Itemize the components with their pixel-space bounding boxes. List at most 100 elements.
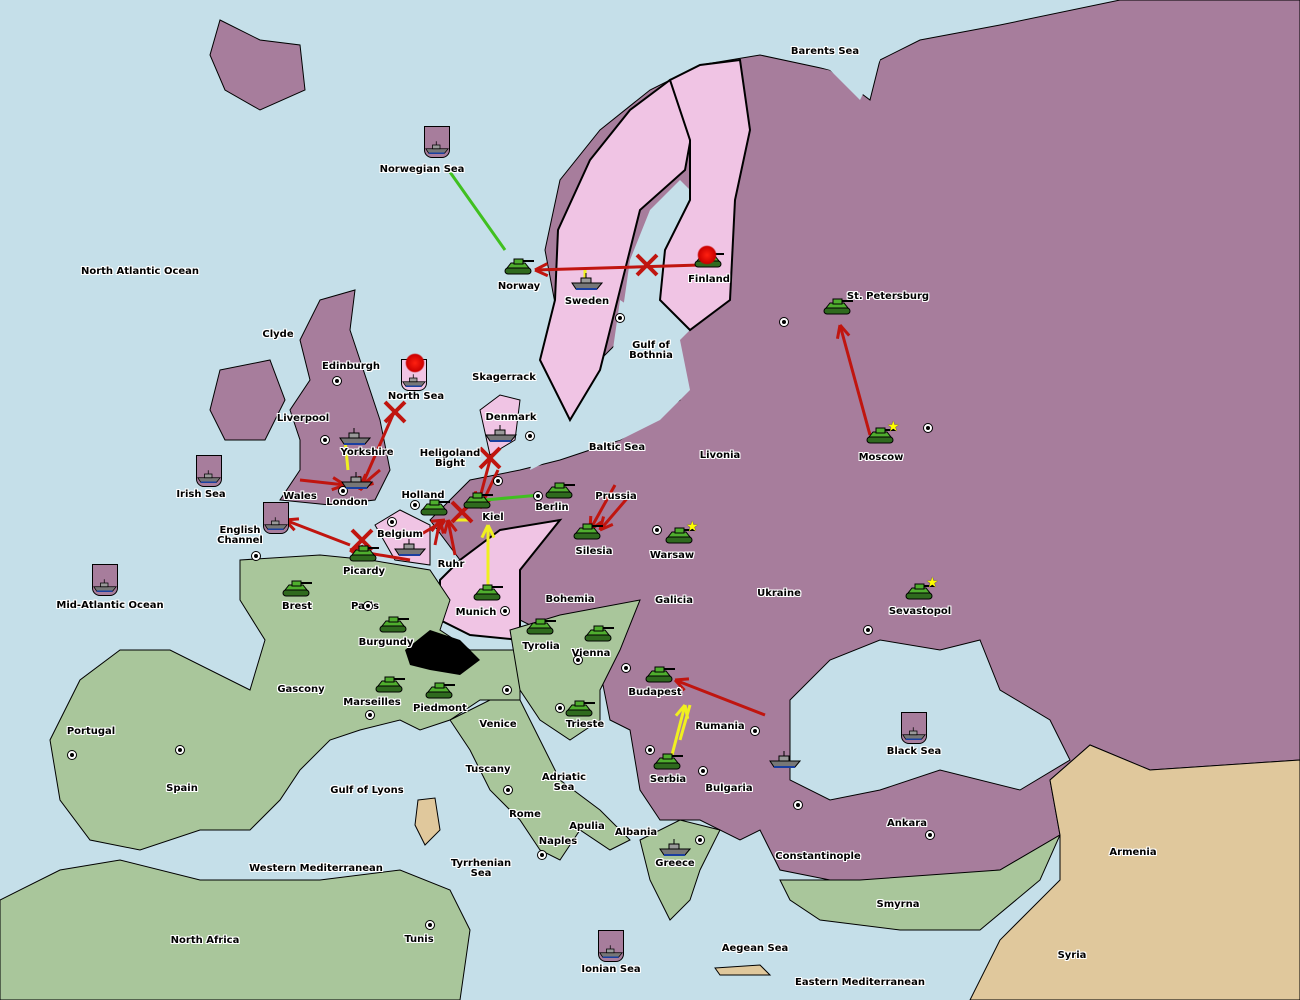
fleet-unit-black-sea[interactable] <box>901 712 927 744</box>
region-label[interactable]: Ankara <box>887 818 927 829</box>
army-unit-picardy[interactable] <box>348 545 380 567</box>
region-label[interactable]: Holland <box>401 490 445 501</box>
region-label[interactable]: Eastern Mediterranean <box>795 977 925 988</box>
region-label[interactable]: Burgundy <box>358 637 414 648</box>
region-label[interactable]: Piedmont <box>413 703 467 714</box>
army-unit-silesia[interactable] <box>572 523 604 545</box>
region-label[interactable]: Smyrna <box>876 899 920 910</box>
region-label[interactable]: Wales <box>283 491 317 502</box>
army-unit-budapest[interactable] <box>644 666 676 688</box>
army-unit-norway[interactable] <box>503 258 535 280</box>
region-label[interactable]: Tyrolia <box>522 641 560 652</box>
region-label[interactable]: Berlin <box>535 502 569 513</box>
region-label[interactable]: Skagerrack <box>472 372 536 383</box>
army-unit-piedmont[interactable] <box>424 682 456 704</box>
region-label[interactable]: Mid-Atlantic Ocean <box>56 600 164 611</box>
region-label[interactable]: Apulia <box>569 821 605 832</box>
fleet-unit-ionian-sea[interactable] <box>598 930 624 962</box>
region-label[interactable]: Norway <box>497 281 541 292</box>
region-label[interactable]: Bohemia <box>545 594 595 605</box>
region-label[interactable]: Munich <box>455 607 497 618</box>
region-label[interactable]: Ruhr <box>437 559 465 570</box>
fleet-unit-yorkshire[interactable] <box>339 428 372 450</box>
region-label[interactable]: Portugal <box>66 726 116 737</box>
region-label[interactable]: Kiel <box>482 512 504 523</box>
region-label[interactable]: Aegean Sea <box>721 943 789 954</box>
army-unit-berlin[interactable] <box>544 482 576 504</box>
fleet-unit-sweden[interactable] <box>571 273 604 295</box>
region-label[interactable]: Serbia <box>649 774 687 785</box>
region-label[interactable]: North Africa <box>170 935 240 946</box>
region-label[interactable]: Venice <box>479 719 517 730</box>
region-label[interactable]: Rumania <box>695 721 745 732</box>
army-unit-serbia[interactable] <box>652 753 684 775</box>
region-label[interactable]: Albania <box>614 827 658 838</box>
region-label[interactable]: Bulgaria <box>705 783 753 794</box>
fleet-unit-greece[interactable] <box>659 839 692 861</box>
fleet-unit-north-sea[interactable] <box>401 353 427 391</box>
army-unit-trieste[interactable] <box>564 700 596 722</box>
region-label[interactable]: Belgium <box>377 529 423 540</box>
fleet-unit-mid-atlantic-ocean[interactable] <box>92 564 118 596</box>
region-label[interactable]: Denmark <box>485 412 537 423</box>
region-label[interactable]: Marseilles <box>343 697 401 708</box>
fleet-unit-belgium[interactable] <box>394 539 427 561</box>
region-label[interactable]: Syria <box>1057 950 1087 961</box>
region-label[interactable]: Gulf of Bothnia <box>629 340 673 361</box>
region-label[interactable]: Adriatic Sea <box>541 772 587 793</box>
army-unit-kiel[interactable] <box>462 492 494 514</box>
region-label[interactable]: Livonia <box>699 450 741 461</box>
region-label[interactable]: Naples <box>538 836 578 847</box>
army-unit-tyrolia[interactable] <box>525 618 557 640</box>
region-label[interactable]: Constantinople <box>775 851 861 862</box>
region-label[interactable]: Ukraine <box>757 588 801 599</box>
region-label[interactable]: Silesia <box>575 546 613 557</box>
region-label[interactable]: Norwegian Sea <box>379 164 465 175</box>
region-label[interactable]: Black Sea <box>886 746 942 757</box>
army-unit-holland[interactable] <box>419 499 451 521</box>
army-unit-vienna[interactable] <box>583 625 615 647</box>
region-label[interactable]: Tyrrhenian Sea <box>450 858 512 879</box>
region-label[interactable]: Gulf of Lyons <box>330 785 404 796</box>
army-unit-warsaw[interactable]: ★ <box>664 519 699 549</box>
region-label[interactable]: Edinburgh <box>321 361 381 372</box>
region-label[interactable]: Sweden <box>564 296 610 307</box>
fleet-unit-irish-sea[interactable] <box>196 455 222 487</box>
region-label[interactable]: Rome <box>509 809 541 820</box>
army-unit-sevastopol[interactable]: ★ <box>904 575 939 605</box>
region-label[interactable]: Picardy <box>342 566 386 577</box>
army-unit-brest[interactable] <box>281 580 313 602</box>
fleet-unit-london[interactable] <box>341 472 374 494</box>
army-unit-moscow[interactable]: ★ <box>865 419 900 449</box>
region-label[interactable]: Sevastopol <box>888 606 952 617</box>
region-label[interactable]: Moscow <box>858 452 904 463</box>
region-label[interactable]: Tuscany <box>465 764 511 775</box>
region-label[interactable]: Budapest <box>628 687 682 698</box>
region-label[interactable]: Brest <box>281 601 313 612</box>
army-unit-burgundy[interactable] <box>378 616 410 638</box>
region-label[interactable]: Yorkshire <box>340 447 394 458</box>
region-label[interactable]: Trieste <box>565 719 605 730</box>
fleet-unit-norwegian-sea[interactable] <box>424 126 450 158</box>
army-unit-finland[interactable] <box>693 245 725 273</box>
region-label[interactable]: Tunis <box>404 934 434 945</box>
region-label[interactable]: Finland <box>688 274 730 285</box>
region-label[interactable]: Spain <box>166 783 198 794</box>
fleet-unit-denmark[interactable] <box>485 425 518 447</box>
region-label[interactable]: North Sea <box>387 391 445 402</box>
region-label[interactable]: North Atlantic Ocean <box>80 266 200 277</box>
region-label[interactable]: Galicia <box>655 595 693 606</box>
region-label[interactable]: Ionian Sea <box>581 964 641 975</box>
region-label[interactable]: Western Mediterranean <box>249 863 383 874</box>
region-label[interactable]: Irish Sea <box>176 489 226 500</box>
region-label[interactable]: Heligoland Bight <box>419 448 481 469</box>
region-label[interactable]: Prussia <box>595 491 637 502</box>
fleet-unit-rumania[interactable] <box>769 751 802 773</box>
region-label[interactable]: Vienna <box>571 648 611 659</box>
region-label[interactable]: St. Petersburg <box>846 291 930 302</box>
region-label[interactable]: Armenia <box>1109 847 1157 858</box>
region-label[interactable]: English Channel <box>217 525 263 546</box>
army-unit-munich[interactable] <box>472 584 504 606</box>
region-label[interactable]: Greece <box>655 858 695 869</box>
region-label[interactable]: Clyde <box>262 329 294 340</box>
